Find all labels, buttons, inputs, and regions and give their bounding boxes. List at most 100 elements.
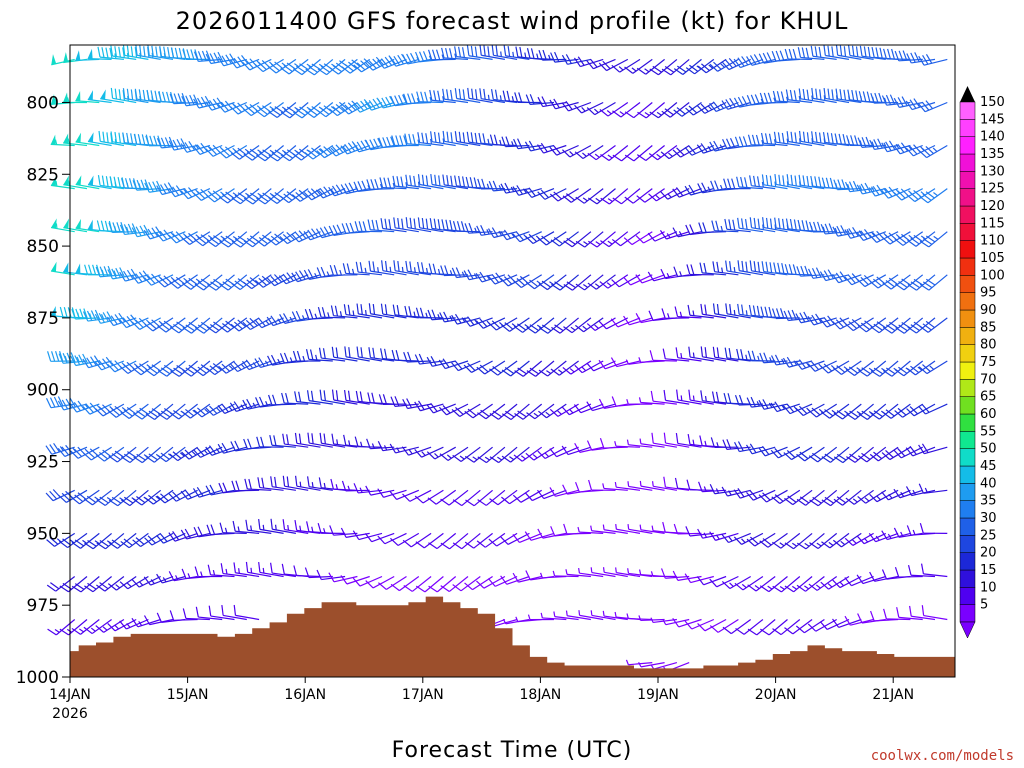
- barb-full: [723, 392, 728, 404]
- wind-barb: [282, 519, 309, 534]
- colorbar-swatch: [959, 223, 976, 241]
- barb-full: [59, 628, 69, 636]
- barb-shaft: [726, 446, 751, 450]
- barb-full: [755, 134, 760, 146]
- barb-full: [160, 493, 169, 502]
- barb-full: [851, 319, 861, 327]
- x-tick-label: 15JAN: [167, 687, 209, 703]
- barb-full: [218, 325, 228, 333]
- barb-full: [258, 357, 265, 367]
- barb-full: [565, 100, 573, 110]
- barb-shaft: [370, 229, 395, 233]
- colorbar-swatch: [959, 448, 976, 467]
- barb-full: [208, 445, 217, 455]
- wind-barb: [857, 136, 886, 148]
- barb-full: [574, 151, 584, 159]
- barb-full: [832, 579, 841, 588]
- barb-full: [426, 404, 434, 414]
- wind-barb: [429, 218, 456, 233]
- barb-full: [450, 89, 453, 101]
- barb-full: [893, 97, 900, 108]
- barb-shaft: [235, 614, 260, 621]
- barb-full: [700, 103, 709, 112]
- barb-full: [851, 89, 855, 101]
- barb-half: [182, 188, 187, 193]
- barb-full: [894, 369, 905, 377]
- barb-full: [907, 326, 917, 334]
- barb-full: [660, 151, 670, 160]
- wind-barb: [451, 360, 481, 372]
- colorbar-tick-label: 15: [980, 563, 997, 578]
- wind-barb: [182, 360, 211, 377]
- wind-barb: [586, 58, 616, 70]
- barb-full: [918, 366, 928, 375]
- barb-full: [397, 54, 404, 65]
- wind-barb: [647, 231, 678, 242]
- barb-full: [225, 235, 235, 243]
- barb-shaft: [579, 572, 604, 578]
- wind-barb: [561, 100, 592, 112]
- barb-full: [492, 410, 502, 418]
- wind-barb: [75, 132, 100, 147]
- barb-full: [664, 66, 675, 73]
- barb-half: [323, 528, 326, 534]
- wind-barb: [156, 612, 186, 624]
- barb-half: [257, 192, 263, 197]
- barb-full: [821, 499, 831, 507]
- barb-full: [648, 310, 654, 321]
- barb-half: [311, 526, 314, 533]
- barb-full: [784, 585, 794, 593]
- barb-full: [463, 270, 470, 280]
- barb-half: [524, 324, 530, 329]
- barb-full: [920, 563, 925, 574]
- wind-barb: [538, 360, 567, 377]
- barb-full: [220, 563, 224, 574]
- barb-full: [172, 491, 181, 500]
- barb-full: [844, 229, 852, 239]
- barb-full: [84, 264, 89, 275]
- barb-full: [369, 139, 376, 150]
- barb-shaft: [227, 231, 248, 248]
- barb-full: [343, 434, 347, 446]
- barb-full: [451, 314, 458, 325]
- barb-full: [725, 260, 728, 271]
- colorbar-tick-label: 130: [980, 164, 1005, 179]
- barb-shaft: [531, 188, 555, 198]
- barb-full: [358, 221, 363, 232]
- barb-full: [753, 261, 757, 272]
- wind-barb: [525, 231, 555, 245]
- barb-shaft: [261, 317, 284, 329]
- barb-full: [869, 234, 878, 243]
- barb-full: [182, 326, 192, 334]
- barb-full: [894, 50, 900, 62]
- barb-full: [45, 492, 54, 502]
- barb-full: [848, 274, 856, 284]
- barb-full: [566, 281, 576, 289]
- barb-full: [796, 542, 807, 550]
- wind-barb: [268, 145, 297, 162]
- barb-full: [86, 357, 93, 367]
- barb-full: [418, 353, 425, 364]
- barb-full: [439, 453, 449, 461]
- barb-full: [772, 541, 782, 549]
- barb-full: [790, 174, 793, 186]
- barb-half: [228, 365, 234, 370]
- wind-barb: [868, 184, 899, 197]
- barb-full: [747, 134, 752, 145]
- barb-half: [650, 571, 654, 577]
- barb-half: [816, 542, 822, 547]
- barb-half: [318, 148, 324, 153]
- barb-full: [364, 533, 373, 543]
- wind-barb: [292, 350, 321, 362]
- barb-full: [246, 279, 256, 287]
- barb-full: [163, 46, 167, 58]
- barb-full: [829, 177, 834, 189]
- barb-shaft: [448, 489, 469, 506]
- barb-full: [319, 187, 328, 197]
- barb-full: [735, 627, 745, 635]
- barb-full: [725, 138, 732, 149]
- barb-full: [493, 134, 498, 145]
- barb-shaft: [359, 575, 383, 587]
- wind-barb: [157, 317, 186, 333]
- barb-half: [269, 149, 275, 154]
